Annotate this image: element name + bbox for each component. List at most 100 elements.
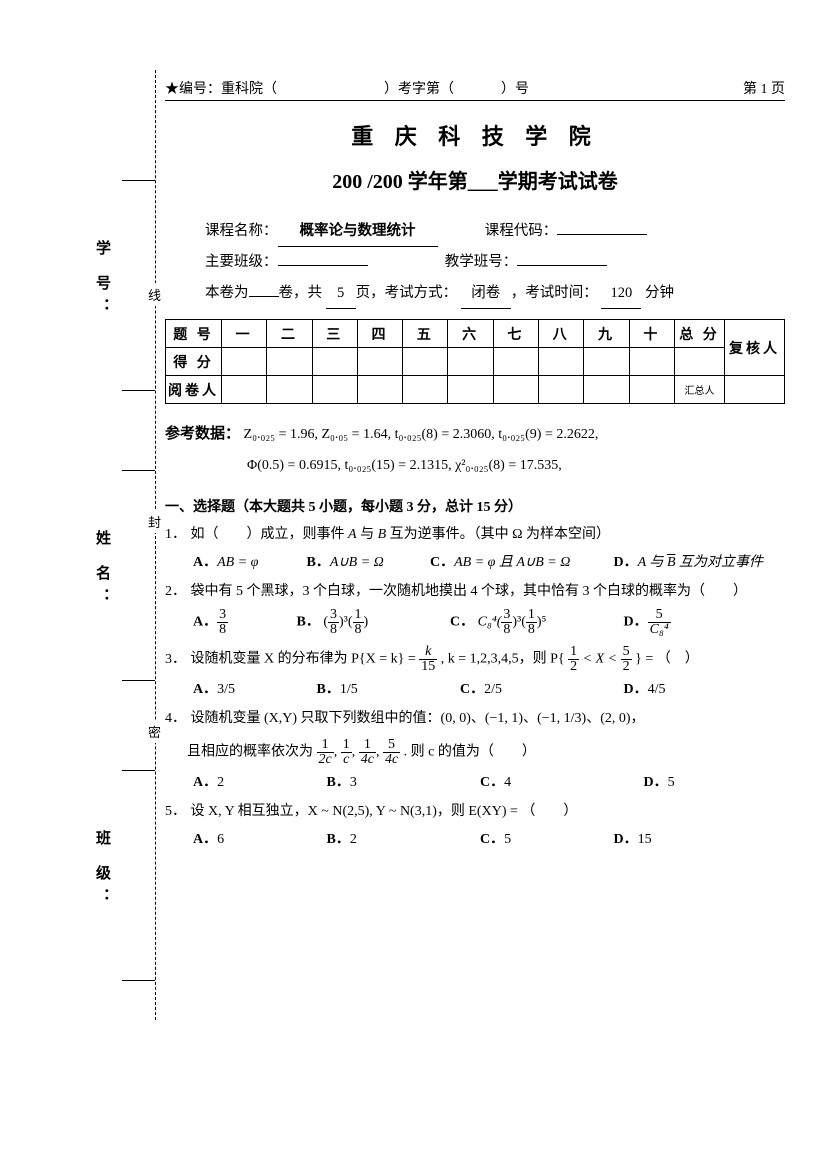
frac-d: 4c — [359, 753, 376, 767]
main-class-blank — [278, 265, 368, 266]
opt-c: 5 — [504, 832, 511, 847]
opt-c: AB = φ 且 A∪B = Ω — [454, 555, 570, 570]
frac-d: 8 — [501, 623, 512, 637]
opt-a: 3/5 — [217, 682, 235, 697]
binding-label-id: 学 号： — [92, 240, 113, 321]
opt-a: AB = φ — [217, 555, 258, 570]
question: 3． 设随机变量 X 的分布律为 P{X = k} = k15 , k = 1,… — [165, 645, 785, 674]
frac-n: 1 — [526, 608, 537, 623]
options: A．6 B．2 C．5 D．15 — [165, 828, 785, 848]
qnum: 1． — [165, 522, 187, 547]
qtext: 设随机变量 X 的分布律为 P{X = k} = — [191, 652, 420, 667]
txt: )³( — [512, 615, 526, 630]
frac-n: 3 — [328, 608, 339, 623]
opt-b: 1/5 — [340, 682, 358, 697]
sum-person: 汇总人 — [675, 376, 725, 404]
txt: )⁵ — [537, 615, 547, 630]
qtext: 如（ ）成立，则事件 — [191, 527, 345, 542]
course-code-blank — [557, 234, 647, 235]
running-header: ★编号：重科院（ ）考字第（ ）号 第 1 页 — [165, 78, 785, 101]
ref-line2: Φ(0.5) = 0.6915, t₀.₀₂₅(15) = 2.1315, χ²… — [247, 458, 562, 473]
row-label: 阅卷人 — [166, 376, 222, 404]
qnum: 3． — [165, 647, 187, 672]
qnum: 2． — [165, 579, 187, 604]
question: 5． 设 X, Y 相互独立，X ~ N(2,5), Y ~ N(3,1)，则 … — [165, 799, 785, 824]
qtext: 与 — [360, 527, 374, 542]
frac-n: 1 — [359, 738, 376, 753]
qnum: 4． — [165, 706, 187, 731]
minutes: 120 — [601, 278, 641, 309]
frac-n: 1 — [353, 608, 364, 623]
table-row: 题 号 一 二 三 四 五 六 七 八 九 十 总 分 复核人 — [166, 320, 785, 348]
frac-n: 5 — [383, 738, 400, 753]
section-title: 一、选择题（本大题共 5 小题，每小题 3 分，总计 15 分） — [165, 496, 785, 516]
course-name: 概率论与数理统计 — [278, 216, 438, 247]
binding-label-class: 班 级： — [92, 830, 113, 911]
binding-bar — [122, 390, 155, 391]
binding-bar — [122, 680, 155, 681]
ref-line1: Z₀.₀₂₅ = 1.96, Z₀.₀₅ = 1.64, t₀.₀₂₅(8) =… — [244, 427, 599, 442]
fold-label: 线 — [148, 283, 161, 306]
question: 4． 设随机变量 (X,Y) 只取下列数组中的值：(0, 0)、(−1, 1)、… — [165, 706, 785, 731]
pages: 5 — [326, 278, 356, 309]
frac-n: 1 — [341, 738, 352, 753]
meta-block: 课程名称：概率论与数理统计 课程代码： 主要班级： 教学班号： 本卷为卷，共 5… — [165, 216, 785, 309]
row-label: 得 分 — [166, 348, 222, 376]
meta-label: 教学班号： — [445, 254, 518, 270]
col-header: 十 — [629, 320, 674, 348]
fold-label: 密 — [148, 720, 161, 743]
options: A．38 B． (38)³(18) C． C₈⁴(38)³(18)⁵ D．5C₈… — [165, 608, 785, 637]
col-header: 六 — [448, 320, 493, 348]
options: A．2 B．3 C．4 D．5 — [165, 771, 785, 791]
qtext: 且相应的概率依次为 — [187, 744, 317, 759]
page-number: 1 — [761, 82, 768, 97]
frac-d: 8 — [217, 623, 228, 637]
table-row: 阅卷人 汇总人 — [166, 376, 785, 404]
paper-type-blank — [249, 296, 279, 297]
options: A．AB = φ B．A∪B = Ω C．AB = φ 且 A∪B = Ω D．… — [165, 551, 785, 571]
col-header: 题 号 — [166, 320, 222, 348]
meta-text: 分钟 — [645, 285, 674, 301]
meta-label: 课程名称： — [205, 223, 278, 239]
teach-class-blank — [517, 265, 607, 266]
question: 1． 如（ ）成立，则事件 A 与 B 互为逆事件。（其中 Ω 为样本空间） — [165, 522, 785, 547]
exam-mode: 闭卷 — [461, 278, 511, 309]
frac-d: 15 — [419, 660, 437, 674]
qnum: 5． — [165, 799, 187, 824]
star-icon: ★ — [165, 82, 179, 97]
frac-d: 2 — [621, 660, 632, 674]
exam-title: 200 /200 学年第___学期考试试卷 — [165, 165, 785, 194]
ref-label: 参考数据： — [165, 426, 240, 442]
frac-n: 5 — [621, 645, 632, 660]
opt-b: 2 — [350, 832, 357, 847]
col-header: 四 — [357, 320, 402, 348]
opt-a: 6 — [217, 832, 224, 847]
opt-d: 5 — [668, 775, 675, 790]
col-header: 九 — [584, 320, 629, 348]
frac-d: 8 — [328, 623, 339, 637]
frac-d: 2c — [317, 753, 334, 767]
binding-label-name: 姓 名： — [92, 530, 113, 611]
frac-n: 3 — [501, 608, 512, 623]
col-header: 八 — [539, 320, 584, 348]
page-suffix: 页 — [771, 82, 785, 97]
frac-d: c — [341, 753, 352, 767]
fold-line — [155, 70, 156, 1020]
meta-text: ，考试时间： — [511, 285, 598, 301]
col-header: 三 — [312, 320, 357, 348]
opt-c: 4 — [504, 775, 511, 790]
opt-d: 4/5 — [648, 682, 666, 697]
col-header: 复核人 — [725, 320, 785, 376]
txt: ) — [364, 615, 369, 630]
main-content: ★编号：重科院（ ）考字第（ ）号 第 1 页 重 庆 科 技 学 院 200 … — [165, 78, 785, 856]
meta-text: 卷，共 — [279, 285, 323, 301]
frac-d: 4c — [383, 753, 400, 767]
table-row: 得 分 — [166, 348, 785, 376]
opt-a: 2 — [217, 775, 224, 790]
meta-label: 主要班级： — [205, 254, 278, 270]
opt-d: A 与 — [638, 555, 667, 570]
reference-block: 参考数据： Z₀.₀₂₅ = 1.96, Z₀.₀₅ = 1.64, t₀.₀₂… — [165, 418, 785, 482]
frac-d: C₈⁴ — [648, 623, 671, 637]
opt-b: 3 — [350, 775, 357, 790]
header-text: 编号：重科院（ — [179, 82, 277, 97]
